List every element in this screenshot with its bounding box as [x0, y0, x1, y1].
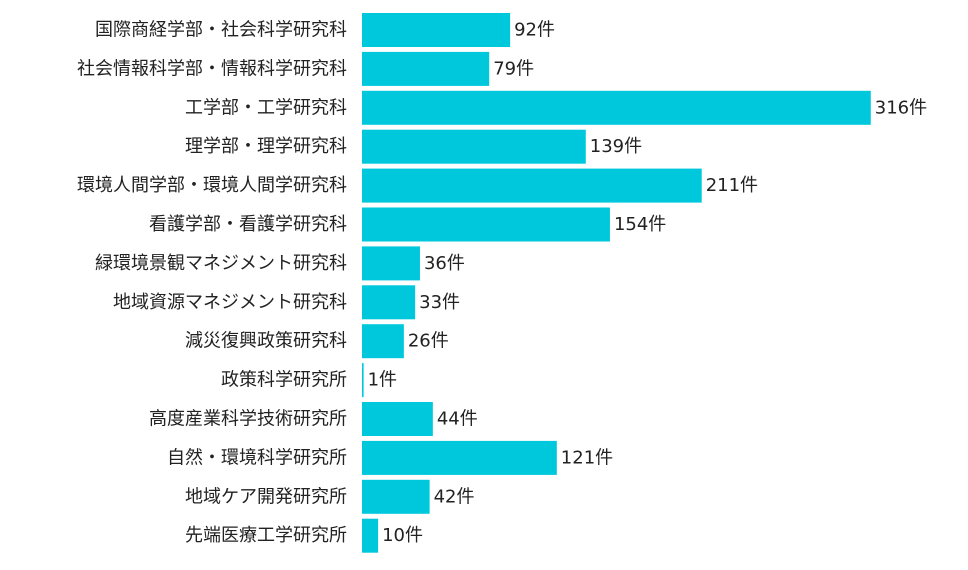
x-tick-label: 0 [357, 567, 367, 570]
value-label: 139件 [590, 136, 642, 157]
value-labels: 92件 79件 316件 139件 211件 154件 36件 33件 26件 1件 44件 121件… [368, 20, 928, 547]
category-label: 自然・環境科学研究所 [167, 447, 347, 468]
value-label: 42件 [434, 486, 475, 507]
value-label: 211件 [706, 175, 758, 196]
value-label: 154件 [614, 214, 666, 235]
x-tick-label: 350 [910, 567, 941, 570]
value-label: 316件 [875, 97, 927, 118]
bar [362, 51, 490, 86]
x-tick-label: 300 [830, 567, 861, 570]
bar [362, 207, 610, 242]
bar [362, 440, 557, 475]
bar [362, 518, 379, 553]
bar [362, 479, 430, 514]
value-label: 44件 [437, 409, 478, 430]
category-label: 看護学部・看護学研究科 [149, 214, 347, 235]
x-tick-label: 200 [669, 567, 700, 570]
category-label: 先端医療工学研究所 [185, 525, 347, 546]
value-label: 33件 [419, 292, 460, 313]
category-label: 社会情報科学部・情報科学研究科 [77, 58, 347, 79]
bar [362, 285, 416, 320]
value-label: 10件 [382, 525, 423, 546]
bars [362, 13, 871, 553]
bar [362, 324, 404, 359]
x-tick-label: 250 [749, 567, 780, 570]
bar [362, 90, 871, 125]
category-label: 減災復興政策研究科 [185, 331, 347, 352]
bar [362, 168, 702, 203]
category-label: 環境人間学部・環境人間学研究科 [77, 175, 347, 196]
category-label: 地域ケア開発研究所 [185, 486, 347, 507]
value-label: 79件 [493, 58, 534, 79]
category-label: 地域資源マネジメント研究科 [113, 292, 347, 313]
value-label: 26件 [408, 331, 449, 352]
category-labels: 国際商経学部・社会科学研究科社会情報科学部・情報科学研究科工学部・工学研究科理学… [77, 20, 347, 547]
x-tick-label: 100 [508, 567, 539, 570]
category-label: 高度産業科学技術研究所 [149, 409, 347, 430]
x-axis-ticks: 0 50 100 150 200 250 300 350 [357, 567, 941, 570]
value-label: 36件 [424, 253, 465, 274]
category-label: 緑環境景観マネジメント研究科 [95, 253, 347, 274]
bar [362, 129, 586, 164]
category-label: 政策科学研究所 [221, 370, 347, 391]
bar [362, 402, 433, 436]
value-label: 92件 [514, 20, 555, 41]
bar [362, 13, 511, 47]
value-label: 1件 [368, 370, 397, 391]
category-label: 理学部・理学研究科 [185, 136, 347, 157]
x-tick-label: 150 [588, 567, 619, 570]
category-label: 工学部・工学研究科 [185, 97, 347, 118]
category-label: 国際商経学部・社会科学研究科 [95, 20, 347, 41]
bar [362, 363, 364, 398]
x-tick-label: 50 [432, 567, 452, 570]
bar [362, 246, 420, 281]
value-label: 121件 [561, 447, 613, 468]
